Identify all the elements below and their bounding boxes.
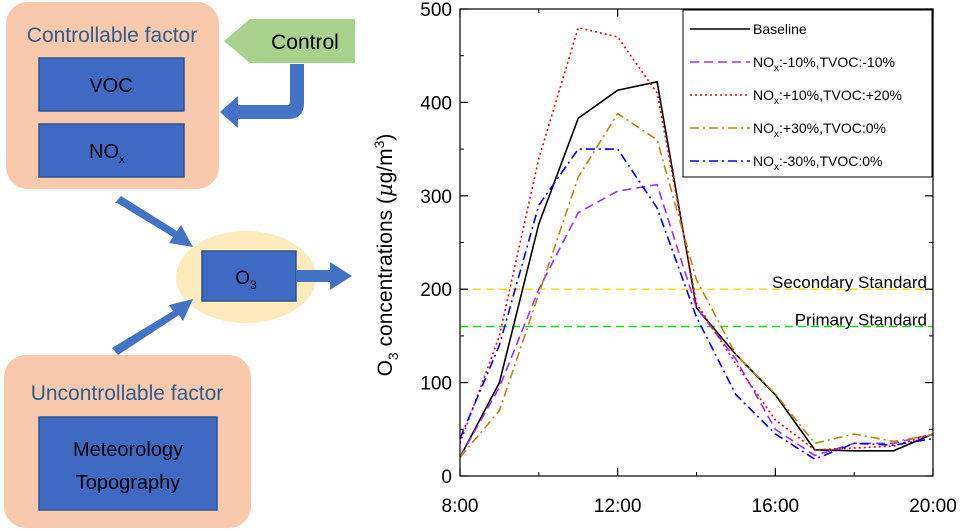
- uncontrollable-to-ozone-arrow: [112, 299, 193, 355]
- y-tick-label-5: 500: [420, 0, 452, 21]
- series-line-4: [459, 148, 934, 461]
- topography-label: Topography: [76, 472, 181, 494]
- y-axis-label: O3 concentrations (µg/m3): [371, 134, 401, 377]
- legend-label-1: NOx:-10%,TVOC:-10%: [753, 54, 895, 74]
- meteorology-label: Meteorology: [73, 439, 183, 461]
- control-arrow: [220, 64, 304, 128]
- nox-box: [38, 123, 185, 178]
- legend-label-2: NOx:+10%,TVOC:+20%: [753, 87, 902, 107]
- x-tick-label-2: 16:00: [752, 496, 800, 517]
- voc-label: VOC: [89, 75, 132, 97]
- ozone-to-chart-arrow: [296, 262, 352, 290]
- x-tick-label-0: 8:00: [442, 496, 479, 517]
- chart-legend: Baseline NOx:-10%,TVOC:-10% NOx:+10%,TVOC:…: [682, 9, 933, 178]
- series-line-3: [459, 112, 934, 458]
- reference-label-1: Primary Standard: [795, 311, 927, 330]
- chart-series-group: Secondary Standard Primary Standard: [459, 26, 934, 461]
- series-line-2: [459, 26, 934, 451]
- legend-label-4: NOx:-30%,TVOC:0%: [753, 153, 882, 173]
- series-line-0: [459, 80, 934, 458]
- y-tick-label-0: 0: [441, 467, 452, 488]
- control-label: Control: [271, 31, 339, 54]
- plot-frame: [459, 8, 934, 477]
- legend-label-0: Baseline: [753, 21, 807, 37]
- controllable-to-ozone-arrow: [115, 196, 193, 247]
- chart-reference-lines: [460, 288, 933, 328]
- series-line-1: [459, 183, 934, 458]
- x-tick-label-1: 12:00: [594, 496, 642, 517]
- y-tick-label-3: 300: [420, 187, 452, 208]
- x-tick-label-3: 20:00: [909, 496, 957, 517]
- nox-label: NOx: [89, 141, 125, 166]
- control-hexagon: [224, 19, 355, 63]
- legend-label-3: NOx:+30%,TVOC:0%: [753, 120, 886, 140]
- uncontrollable-factor-title: Uncontrollable factor: [31, 382, 224, 405]
- ozone-box: [201, 250, 297, 302]
- controllable-factor-title: Controllable factor: [27, 24, 197, 47]
- ozone-label: O3: [235, 268, 257, 292]
- voc-box: [38, 57, 185, 112]
- legend-box: [682, 9, 933, 178]
- reference-label-0: Secondary Standard: [772, 273, 927, 292]
- meteorology-box: [38, 416, 218, 511]
- y-tick-label-1: 100: [420, 374, 452, 395]
- factor-diagram: Controllable factor VOC NOx Control O3 U…: [4, 2, 355, 528]
- y-tick-label-2: 200: [420, 280, 452, 301]
- chart-axes: 0 100 200 300 400 500 8:00 12:00 16:00 20:00: [420, 0, 956, 517]
- y-tick-label-4: 400: [420, 93, 452, 114]
